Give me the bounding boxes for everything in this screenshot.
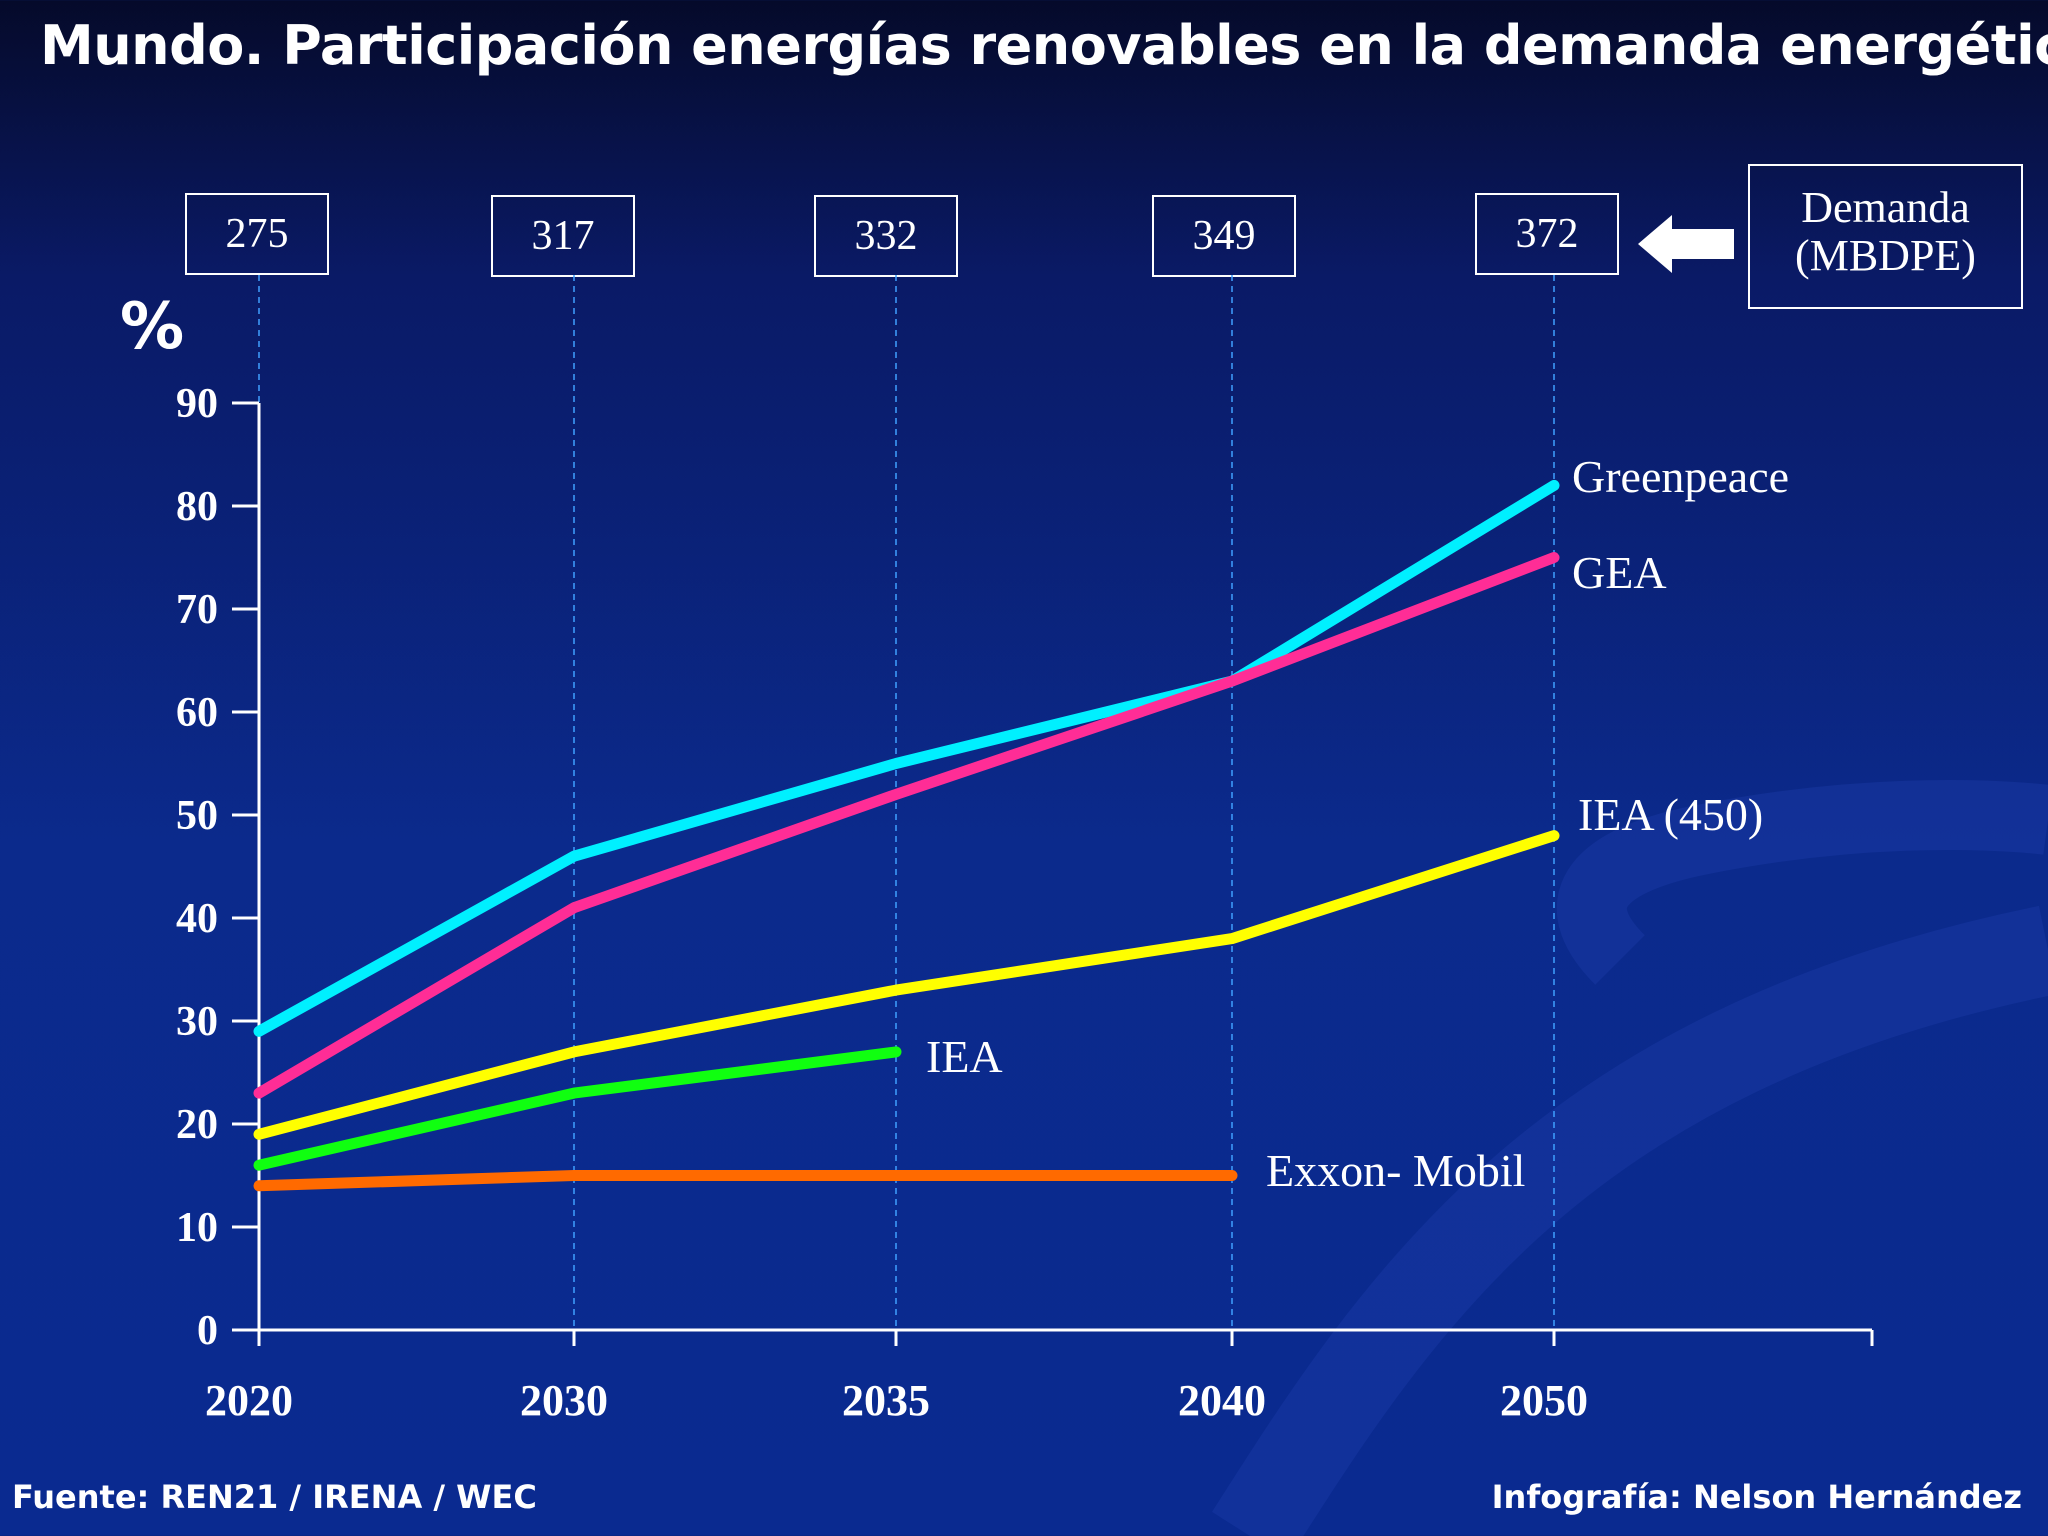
y-tick-label-70: 70 <box>176 587 218 633</box>
series-label-gea: GEA <box>1572 547 1667 598</box>
x-tick-label-2050: 2050 <box>1500 1376 1588 1425</box>
demand-value-2030: 317 <box>491 195 635 277</box>
y-tick-label-60: 60 <box>176 690 218 736</box>
left-arrow-icon <box>1638 215 1734 273</box>
series-line-greenpeace <box>253 479 1560 1037</box>
x-tick-label-2040: 2040 <box>1178 1376 1266 1425</box>
source-text: Fuente: REN21 / IRENA / WEC <box>12 1478 537 1516</box>
series-line-exxon-mobil <box>253 1170 1238 1192</box>
demand-value-2050: 372 <box>1475 193 1619 275</box>
page-title: Mundo. Participación energías renovables… <box>40 14 2048 77</box>
y-tick-label-80: 80 <box>176 484 218 530</box>
x-tick-label-2020: 2020 <box>205 1376 293 1425</box>
series-line-gea <box>253 552 1560 1099</box>
y-axis-unit: % <box>120 290 185 364</box>
y-tick-label-50: 50 <box>176 793 218 839</box>
y-tick-label-30: 30 <box>176 999 218 1045</box>
x-tick-label-2030: 2030 <box>520 1376 608 1425</box>
series-label-iea: IEA <box>926 1031 1003 1082</box>
y-tick-label-40: 40 <box>176 896 218 942</box>
credit-text: Infografía: Nelson Hernández <box>1491 1478 2022 1516</box>
demand-value-2020: 275 <box>185 193 329 275</box>
series-label-greenpeace: Greenpeace <box>1572 451 1789 502</box>
series-label-exxon-mobil: Exxon- Mobil <box>1266 1145 1525 1196</box>
demand-value-2035: 332 <box>814 195 958 277</box>
x-tick-label-2035: 2035 <box>842 1376 930 1425</box>
series-line-iea <box>253 1046 902 1171</box>
series-label-iea-450: IEA (450) <box>1578 789 1763 840</box>
series-line-iea-450 <box>253 830 1560 1140</box>
y-tick-label-10: 10 <box>176 1205 218 1251</box>
y-tick-label-0: 0 <box>197 1308 218 1354</box>
demand-legend-line1: Demanda <box>1801 183 1970 232</box>
y-tick-label-20: 20 <box>176 1102 218 1148</box>
demand-legend-line2: (MBDPE) <box>1795 231 1976 280</box>
y-tick-label-90: 90 <box>176 381 218 427</box>
demand-value-2040: 349 <box>1152 195 1296 277</box>
demand-legend-box: Demanda (MBDPE) <box>1748 164 2023 309</box>
